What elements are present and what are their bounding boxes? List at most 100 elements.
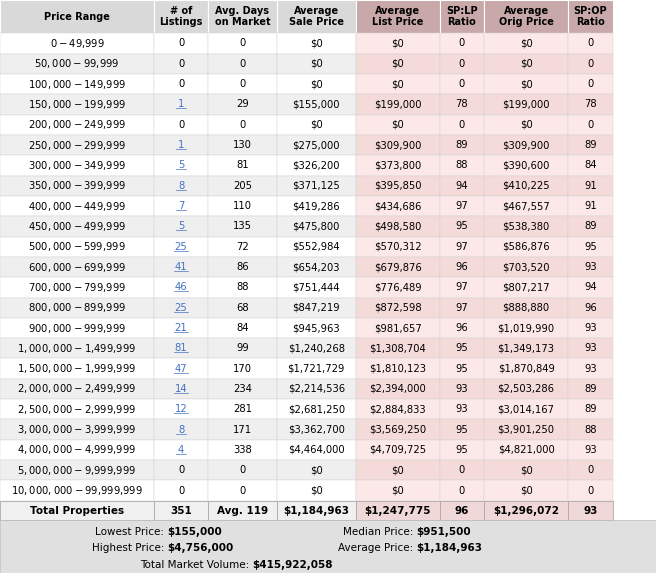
Bar: [484, 115, 568, 135]
Bar: [208, 481, 277, 501]
Text: $0 - $49,999: $0 - $49,999: [50, 37, 104, 50]
Text: 46: 46: [174, 282, 188, 292]
Text: $3,901,250: $3,901,250: [498, 425, 554, 435]
Bar: [440, 216, 484, 237]
Text: $1,247,775: $1,247,775: [364, 505, 431, 516]
Text: 171: 171: [233, 425, 252, 435]
Text: 0: 0: [587, 486, 594, 496]
Bar: [356, 277, 440, 297]
Bar: [208, 501, 277, 520]
Bar: [0, 501, 154, 520]
Text: $309,900: $309,900: [374, 140, 421, 150]
Text: 97: 97: [455, 201, 468, 211]
Bar: [568, 196, 613, 216]
Text: $390,600: $390,600: [502, 160, 550, 170]
Bar: [484, 501, 568, 520]
Bar: [440, 237, 484, 257]
Bar: [208, 175, 277, 196]
Text: $552,984: $552,984: [293, 242, 340, 252]
Bar: [0, 277, 154, 297]
Text: Average
Orig Price: Average Orig Price: [499, 6, 554, 28]
Bar: [277, 94, 356, 115]
Text: 86: 86: [236, 262, 249, 272]
Text: $0: $0: [520, 486, 533, 496]
Bar: [0, 94, 154, 115]
Bar: [208, 318, 277, 338]
Text: 25: 25: [174, 303, 188, 313]
Text: $807,217: $807,217: [502, 282, 550, 292]
Bar: [440, 257, 484, 277]
Bar: [154, 135, 208, 155]
Text: $199,000: $199,000: [502, 99, 550, 109]
Text: 93: 93: [455, 384, 468, 394]
Bar: [484, 440, 568, 460]
Text: 91: 91: [584, 201, 597, 211]
Bar: [440, 297, 484, 318]
Text: 338: 338: [233, 445, 252, 455]
Text: $945,963: $945,963: [293, 323, 340, 333]
Bar: [154, 196, 208, 216]
Text: $776,489: $776,489: [374, 282, 421, 292]
Bar: [568, 0, 613, 33]
Text: $300,000 - $349,999: $300,000 - $349,999: [28, 159, 126, 172]
Text: Average
Sale Price: Average Sale Price: [289, 6, 344, 28]
Bar: [440, 359, 484, 379]
Bar: [440, 196, 484, 216]
Bar: [154, 53, 208, 74]
Bar: [440, 277, 484, 297]
Bar: [484, 277, 568, 297]
Bar: [277, 481, 356, 501]
Text: $395,850: $395,850: [374, 180, 421, 191]
Text: 72: 72: [236, 242, 249, 252]
Bar: [440, 115, 484, 135]
Bar: [568, 501, 613, 520]
Text: 0: 0: [178, 58, 184, 69]
Bar: [0, 216, 154, 237]
Text: 0: 0: [459, 486, 465, 496]
Text: $467,557: $467,557: [502, 201, 550, 211]
Bar: [484, 94, 568, 115]
Text: 91: 91: [584, 180, 597, 191]
Text: $50,000 - $99,999: $50,000 - $99,999: [34, 57, 120, 70]
Bar: [208, 399, 277, 419]
Text: $326,200: $326,200: [293, 160, 340, 170]
Bar: [0, 115, 154, 135]
Bar: [208, 33, 277, 53]
Bar: [277, 155, 356, 175]
Text: $3,362,700: $3,362,700: [288, 425, 344, 435]
Bar: [154, 33, 208, 53]
Bar: [208, 419, 277, 440]
Text: $951,500: $951,500: [417, 527, 471, 537]
Bar: [154, 440, 208, 460]
Text: 94: 94: [455, 180, 468, 191]
Bar: [356, 318, 440, 338]
Bar: [277, 74, 356, 94]
Text: $679,876: $679,876: [374, 262, 421, 272]
Bar: [356, 74, 440, 94]
Bar: [568, 115, 613, 135]
Text: 95: 95: [584, 242, 597, 252]
Text: $0: $0: [520, 465, 533, 476]
Text: 96: 96: [455, 323, 468, 333]
Text: 81: 81: [236, 160, 249, 170]
Text: 95: 95: [455, 364, 468, 374]
Bar: [568, 135, 613, 155]
Bar: [484, 338, 568, 359]
Bar: [484, 257, 568, 277]
Bar: [356, 237, 440, 257]
Bar: [356, 115, 440, 135]
Bar: [208, 297, 277, 318]
Bar: [484, 0, 568, 33]
Text: $0: $0: [310, 486, 323, 496]
Bar: [356, 419, 440, 440]
Bar: [154, 74, 208, 94]
Bar: [356, 501, 440, 520]
Text: 8: 8: [178, 180, 184, 191]
Bar: [440, 338, 484, 359]
Bar: [568, 440, 613, 460]
Text: $250,000 - $299,999: $250,000 - $299,999: [28, 139, 126, 151]
Text: $1,349,173: $1,349,173: [498, 343, 554, 354]
Text: $1,240,268: $1,240,268: [288, 343, 344, 354]
Bar: [440, 481, 484, 501]
Text: $981,657: $981,657: [374, 323, 421, 333]
